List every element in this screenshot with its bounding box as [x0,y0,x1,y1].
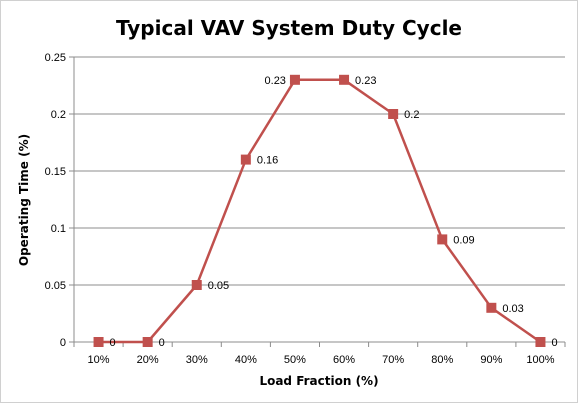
tick-labels: 0 0.05 0.1 0.15 0.2 0.25 10% 20% 30% 40% 50% 60% 70%… [45,52,555,366]
series-line [98,78,542,344]
y-tick-label: 0.05 [45,280,66,292]
x-tick-label: 80% [431,354,453,366]
x-tick-label: 70% [382,354,404,366]
data-label: 0.16 [257,155,278,167]
data-point-marker [437,234,448,245]
chart-title: Typical VAV System Duty Cycle [116,16,462,40]
y-axis-title: Operating Time (%) [17,134,31,266]
data-label: 0 [551,337,557,349]
data-point-marker [388,109,399,119]
x-tick-label: 50% [284,354,306,366]
data-label: 0 [110,337,116,349]
y-tick-label: 0 [60,337,66,349]
y-tick-label: 0.15 [45,166,66,178]
y-tick-label: 0.25 [45,52,66,64]
x-tick-label: 20% [137,354,159,366]
y-tick-label: 0.2 [51,109,66,121]
x-tick-label: 100% [526,354,554,366]
data-point-marker [93,337,104,347]
data-label: 0.05 [208,280,229,292]
series [93,74,546,347]
axes [69,56,566,347]
x-tick-label: 30% [186,354,208,366]
x-axis-title: Load Fraction (%) [259,374,378,388]
data-label: 0.03 [502,303,523,315]
data-point-marker [486,302,497,313]
x-tick-label: 10% [88,354,110,366]
x-tick-label: 40% [235,354,257,366]
data-label: 0.23 [265,75,286,87]
data-label: 0 [159,337,165,349]
x-tick-label: 60% [333,354,355,366]
data-point-marker [142,337,153,347]
data-point-marker [289,74,300,85]
data-point-marker [240,154,251,165]
data-label: 0.09 [453,234,474,246]
data-labels: 0 0 0.05 0.16 0.23 0.23 0.2 0.09 0.03 0 [110,75,558,349]
y-tick-label: 0.1 [51,223,66,235]
gridlines [74,56,565,286]
data-label: 0.2 [404,109,419,121]
data-point-marker [191,280,202,290]
x-tick-label: 90% [480,354,502,366]
data-point-marker [535,337,546,347]
data-label: 0.23 [355,75,376,87]
data-point-marker [339,74,350,85]
